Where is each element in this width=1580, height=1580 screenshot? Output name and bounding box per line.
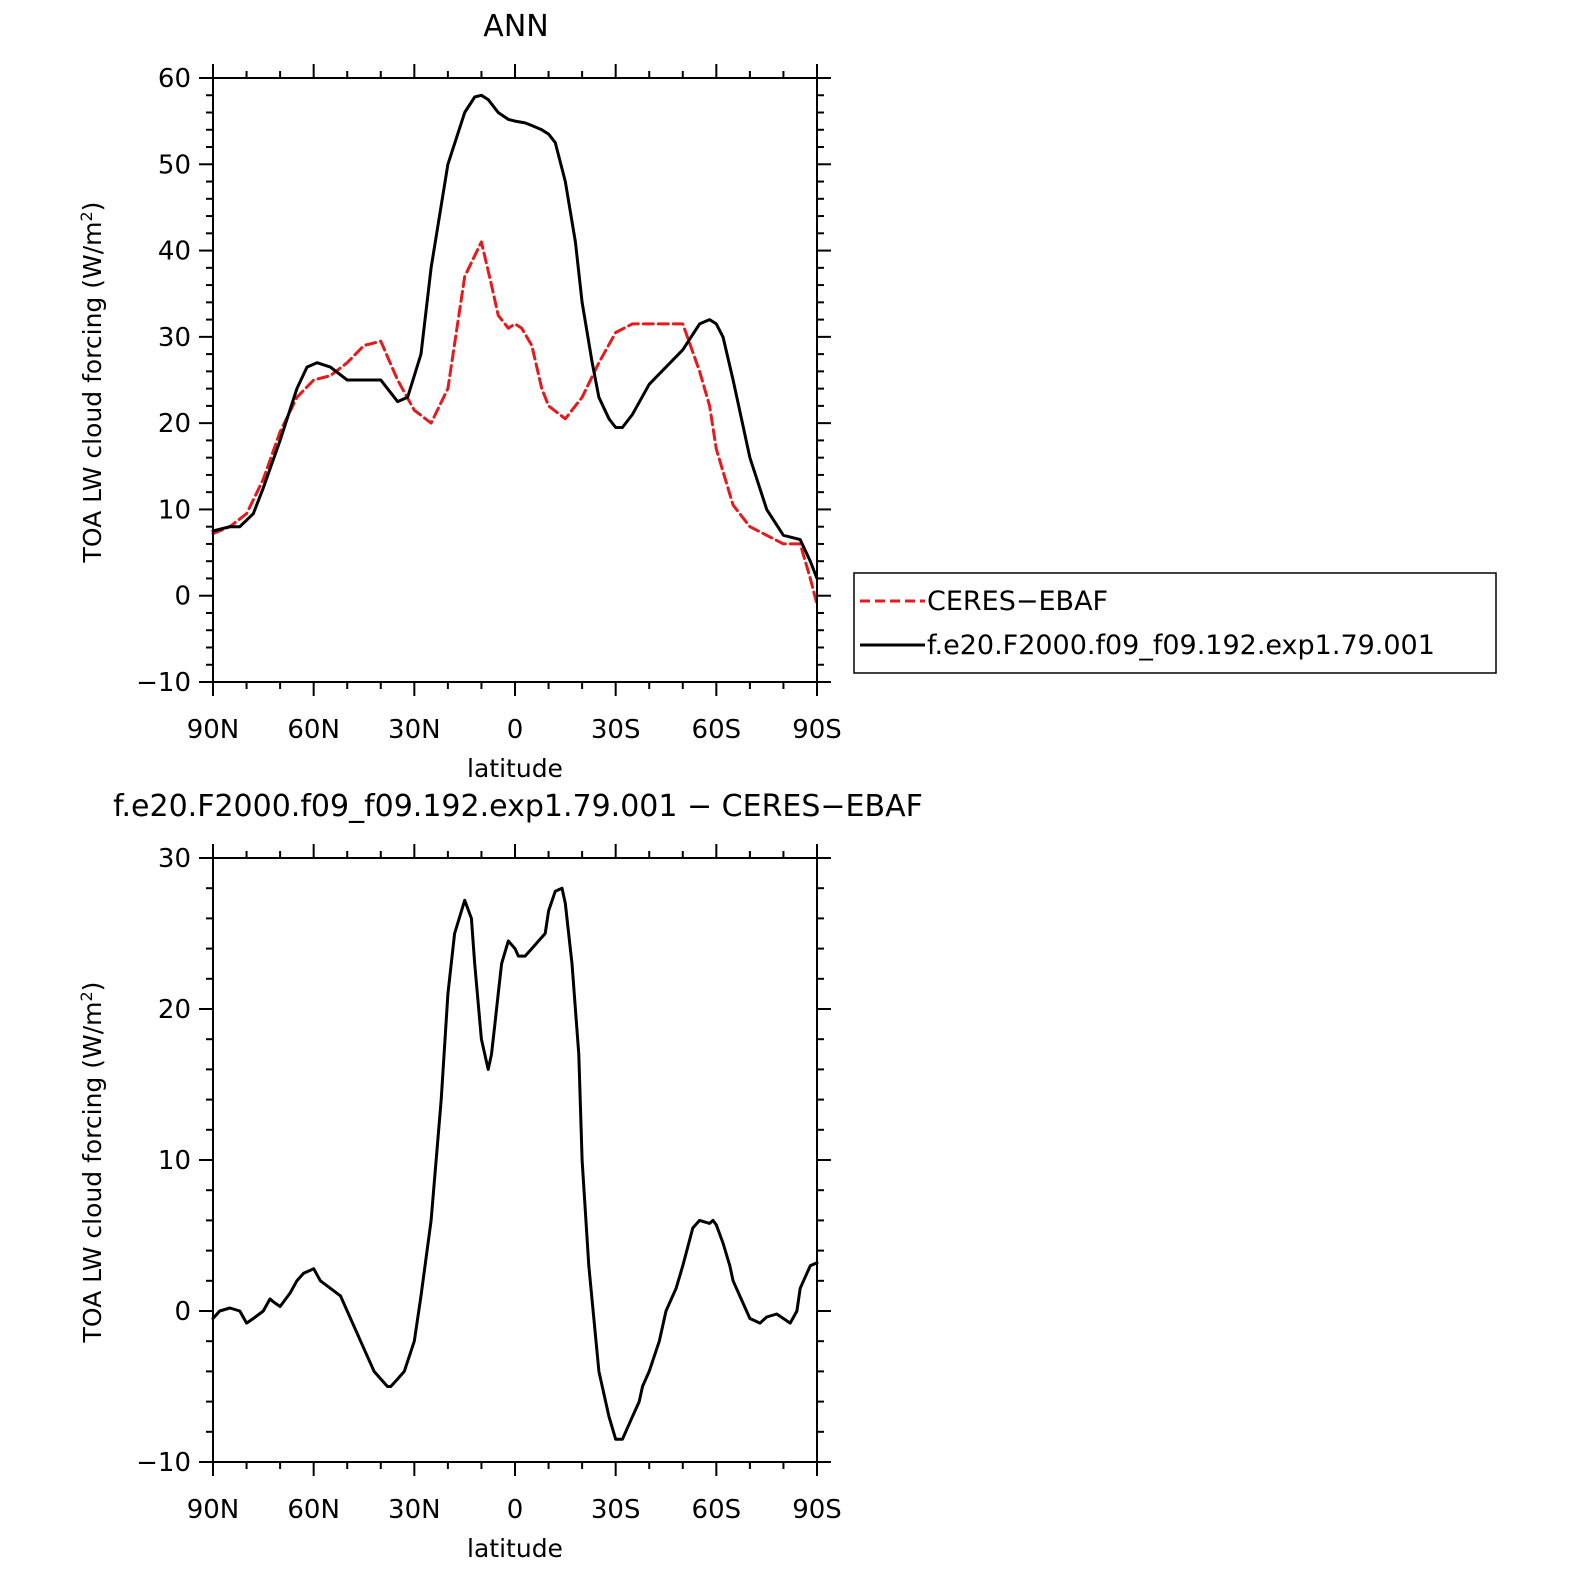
y-tick-label: −10 — [136, 1448, 191, 1478]
x-tick-label: 0 — [507, 715, 524, 745]
x-tick-label: 30S — [591, 715, 641, 745]
y-axis-label-bottom: TOA LW cloud forcing (W/m2) — [77, 982, 107, 1344]
y-tick-label: 10 — [158, 1146, 191, 1176]
y-ticks-top: −10 0 10 20 30 40 50 60 — [136, 64, 831, 698]
series-line-top-0 — [211, 240, 819, 606]
series-line-bottom-0 — [211, 886, 819, 1441]
x-tick-label: 60S — [692, 715, 742, 745]
y-tick-label: 50 — [158, 150, 191, 180]
y-tick-label: −10 — [136, 668, 191, 698]
x-tick-label: 30S — [591, 1495, 641, 1525]
series-line-top-1 — [211, 93, 819, 580]
y-tick-label: 0 — [174, 1297, 191, 1327]
x-tick-label: 90N — [187, 715, 240, 745]
plot-frame-top — [212, 77, 818, 683]
x-ticks-top: 90N 60N 30N 0 30S 60S 90S — [187, 64, 842, 745]
y-tick-label: 40 — [158, 237, 191, 267]
x-tick-label: 90S — [792, 715, 842, 745]
x-ticks-bottom: 90N 60N 30N 0 30S 60S 90S — [187, 844, 842, 1525]
y-tick-label: 60 — [158, 64, 191, 94]
y-ticks-bottom: −10 0 10 20 30 — [136, 844, 831, 1478]
series-group-top — [211, 93, 819, 606]
legend-label-ceres: CERES−EBAF — [927, 586, 1108, 617]
y-tick-label: 20 — [158, 995, 191, 1025]
x-tick-label: 60N — [287, 715, 340, 745]
legend: CERES−EBAF f.e20.F2000.f09_f09.192.exp1.… — [853, 572, 1497, 674]
x-tick-label: 30N — [388, 1495, 441, 1525]
x-tick-label: 30N — [388, 715, 441, 745]
x-tick-label: 0 — [507, 1495, 524, 1525]
chart-title-bottom: f.e20.F2000.f09_f09.192.exp1.79.001 − CE… — [113, 789, 923, 824]
y-tick-label: 10 — [158, 495, 191, 525]
panel-bottom: f.e20.F2000.f09_f09.192.exp1.79.001 − CE… — [77, 789, 923, 1563]
y-tick-label: 20 — [158, 409, 191, 439]
x-axis-label-bottom: latitude — [467, 1534, 563, 1563]
chart-title-top: ANN — [483, 9, 548, 44]
y-tick-label: 30 — [158, 323, 191, 353]
x-tick-label: 90N — [187, 1495, 240, 1525]
x-axis-label-top: latitude — [467, 754, 563, 783]
x-tick-label: 60N — [287, 1495, 340, 1525]
legend-label-model: f.e20.F2000.f09_f09.192.exp1.79.001 — [927, 630, 1435, 661]
series-group-bottom — [211, 886, 819, 1441]
y-tick-label: 30 — [158, 844, 191, 874]
x-tick-label: 60S — [692, 1495, 742, 1525]
plot-frame-bottom — [212, 857, 818, 1463]
panel-top: ANN −10 0 10 20 30 40 50 60 90N 60N 30N 0 30S 60S 90S… — [77, 9, 842, 783]
y-tick-label: 0 — [174, 582, 191, 612]
y-axis-label-top: TOA LW cloud forcing (W/m2) — [77, 202, 107, 564]
x-tick-label: 90S — [792, 1495, 842, 1525]
legend-box — [853, 572, 1497, 674]
